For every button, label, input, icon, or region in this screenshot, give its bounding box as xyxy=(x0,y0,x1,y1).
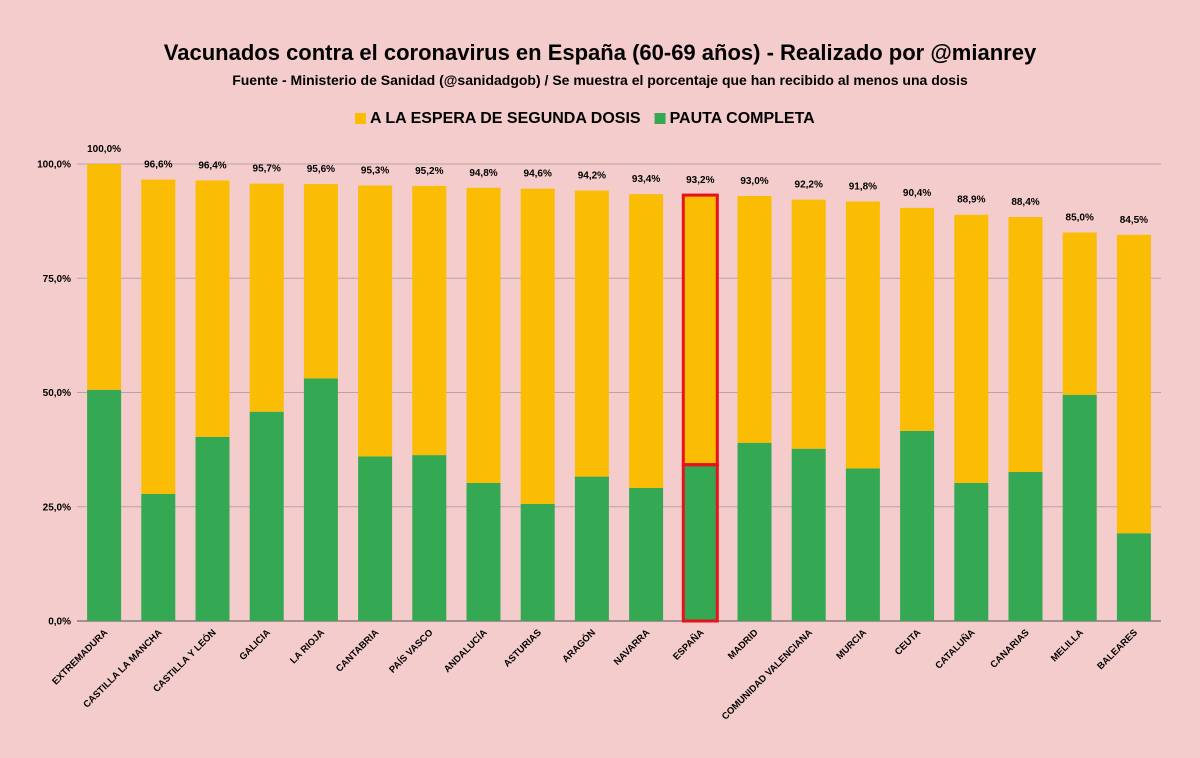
total-label: 95,3% xyxy=(361,165,389,176)
y-axis: 0,0% 25,0% 50,0% 75,0% 100,0% xyxy=(37,160,71,628)
x-tick-label: CATALUÑA xyxy=(933,627,977,671)
x-tick-label: ARAGÓN xyxy=(560,627,598,665)
legend-label: A LA ESPERA DE SEGUNDA DOSIS xyxy=(370,110,641,127)
total-label: 93,4% xyxy=(632,174,660,185)
total-label: 94,6% xyxy=(524,169,552,180)
x-tick-label: CANARIAS xyxy=(988,627,1031,670)
x-tick-label: CEUTA xyxy=(893,627,924,658)
total-label: 93,0% xyxy=(740,176,768,187)
x-tick-label: NAVARRA xyxy=(612,627,652,667)
bar-espera-segunda-dosis xyxy=(249,183,284,412)
legend: A LA ESPERA DE SEGUNDA DOSIS PAUTA COMPLE… xyxy=(355,110,815,127)
bar-espera-segunda-dosis xyxy=(87,164,122,390)
total-label: 85,0% xyxy=(1066,213,1094,224)
bar-espera-segunda-dosis xyxy=(900,207,935,431)
total-label: 88,9% xyxy=(957,195,985,206)
bar-pauta-completa xyxy=(574,476,609,621)
bar-espera-segunda-dosis xyxy=(520,188,555,505)
bar-espera-segunda-dosis xyxy=(683,195,718,465)
x-tick-label: ESPAÑA xyxy=(671,627,706,662)
x-tick-label: PAÍS VASCO xyxy=(387,627,435,675)
total-label: 95,7% xyxy=(253,164,281,175)
bar-pauta-completa xyxy=(1062,394,1097,621)
bars xyxy=(87,164,1151,623)
bar-pauta-completa xyxy=(900,430,935,621)
x-tick-label: MELILLA xyxy=(1049,627,1086,664)
x-tick-label: ANDALUCÍA xyxy=(442,627,490,675)
x-tick-label: GALICIA xyxy=(237,627,272,662)
bar-pauta-completa xyxy=(629,488,664,621)
total-label: 96,6% xyxy=(144,160,172,171)
chart-title: Vacunados contra el coronavirus en Españ… xyxy=(164,40,1037,65)
bar-pauta-completa xyxy=(954,482,989,621)
bar-pauta-completa xyxy=(737,442,772,621)
bar-espera-segunda-dosis xyxy=(1116,234,1151,534)
total-label: 88,4% xyxy=(1011,197,1039,208)
bar-espera-segunda-dosis xyxy=(629,194,664,489)
y-tick-label: 100,0% xyxy=(37,160,71,171)
bar-espera-segunda-dosis xyxy=(845,201,880,469)
bar-pauta-completa xyxy=(1008,472,1043,621)
total-label: 95,6% xyxy=(307,164,335,175)
bar-espera-segunda-dosis xyxy=(358,185,393,457)
bar-espera-segunda-dosis xyxy=(303,184,338,379)
bar-espera-segunda-dosis xyxy=(195,180,230,437)
x-tick-label: ASTURIAS xyxy=(502,627,544,669)
bar-pauta-completa xyxy=(845,468,880,621)
bar-pauta-completa xyxy=(249,411,284,621)
total-label: 84,5% xyxy=(1120,215,1148,226)
bar-pauta-completa xyxy=(1116,533,1151,621)
total-label: 91,8% xyxy=(849,181,877,192)
y-tick-label: 0,0% xyxy=(48,617,71,628)
bar-pauta-completa xyxy=(791,448,826,621)
total-label: 92,2% xyxy=(795,180,823,191)
bar-pauta-completa xyxy=(141,493,176,621)
total-label: 100,0% xyxy=(87,144,121,155)
gridlines xyxy=(77,163,1161,622)
legend-swatch xyxy=(654,113,666,124)
bar-pauta-completa xyxy=(358,456,393,621)
highlight-outline-completa xyxy=(681,463,719,623)
bar-pauta-completa xyxy=(87,389,122,621)
bar-espera-segunda-dosis xyxy=(574,190,609,477)
x-tick-label: LA RIOJA xyxy=(288,627,327,666)
legend-swatch xyxy=(355,113,366,124)
bar-pauta-completa xyxy=(195,436,230,621)
x-tick-label: MURCIA xyxy=(834,627,869,662)
bar-espera-segunda-dosis xyxy=(954,214,989,483)
total-label: 93,2% xyxy=(686,175,714,186)
chart-subtitle: Fuente - Ministerio de Sanidad (@sanidad… xyxy=(232,72,968,88)
data-labels: 100,0% 96,6% 96,4% 95,7% 95,6% 95,3% 95,2% 94,8… xyxy=(87,144,1148,226)
y-tick-label: 50,0% xyxy=(43,388,71,399)
x-tick-label: MADRID xyxy=(726,627,761,662)
x-tick-label: CANTABRIA xyxy=(334,627,381,674)
total-label: 94,8% xyxy=(469,168,497,179)
bar-espera-segunda-dosis xyxy=(412,185,447,456)
x-tick-label: COMUNIDAD VALENCIANA xyxy=(720,627,815,722)
bar-pauta-completa xyxy=(412,455,447,621)
total-label: 96,4% xyxy=(198,160,226,171)
bar-espera-segunda-dosis xyxy=(466,187,501,483)
bar-espera-segunda-dosis xyxy=(791,199,826,449)
y-tick-label: 75,0% xyxy=(43,274,71,285)
bar-espera-segunda-dosis xyxy=(141,179,176,494)
legend-label: PAUTA COMPLETA xyxy=(670,110,816,127)
x-tick-label: EXTREMADURA xyxy=(50,627,110,687)
total-label: 90,4% xyxy=(903,188,931,199)
bar-pauta-completa xyxy=(303,378,338,621)
total-label: 94,2% xyxy=(578,171,606,182)
x-tick-label: BALEARES xyxy=(1095,627,1140,672)
bar-espera-segunda-dosis xyxy=(737,195,772,443)
bar-pauta-completa xyxy=(520,504,555,621)
y-tick-label: 25,0% xyxy=(43,502,71,513)
bar-pauta-completa xyxy=(683,464,718,621)
bar-espera-segunda-dosis xyxy=(1062,232,1097,395)
bar-pauta-completa xyxy=(466,482,501,621)
bar-espera-segunda-dosis xyxy=(1008,217,1043,473)
total-label: 95,2% xyxy=(415,166,443,177)
